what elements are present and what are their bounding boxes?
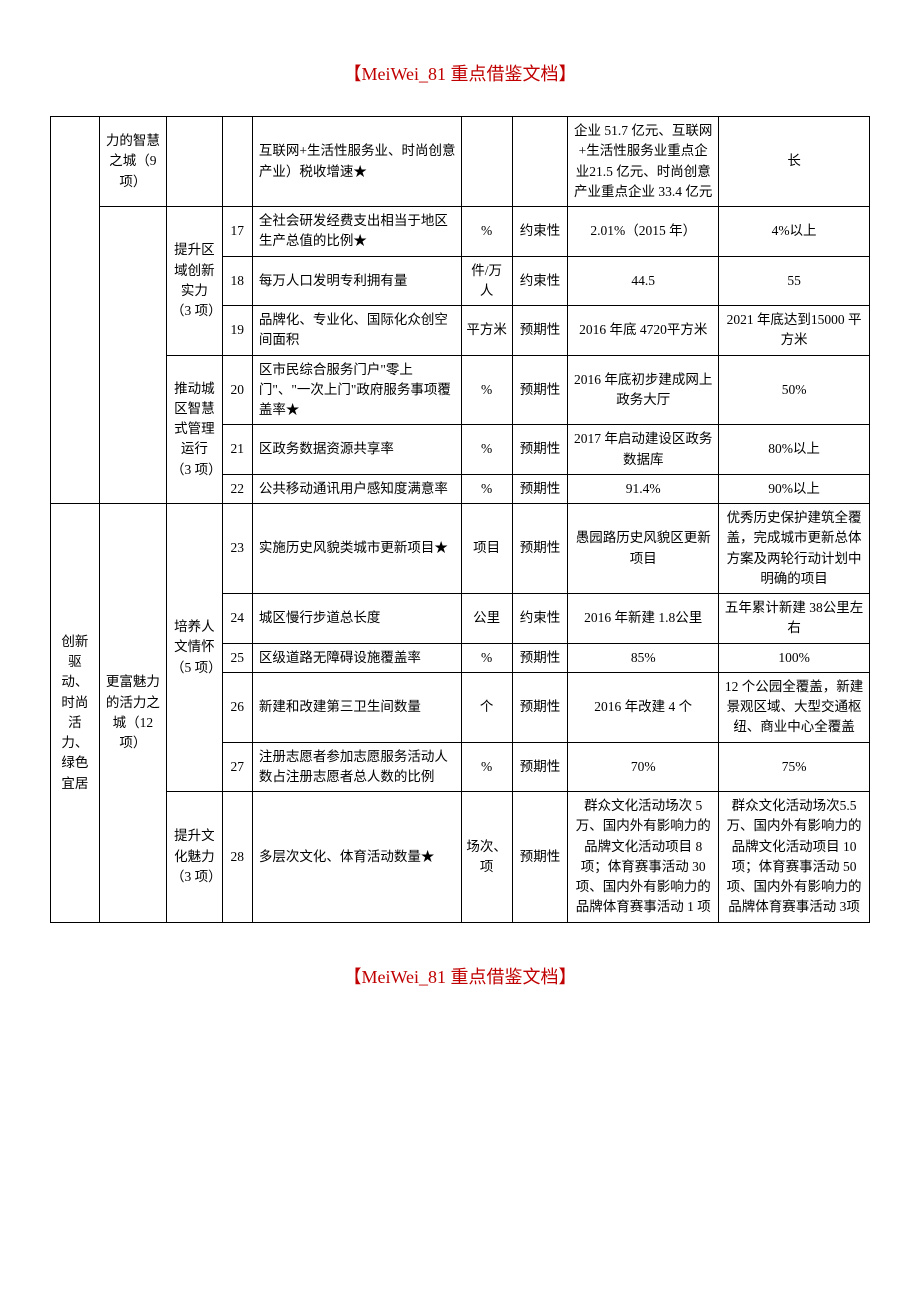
attr-cell: 预期性 xyxy=(512,504,568,594)
base-cell: 91.4% xyxy=(568,474,719,503)
target-cell: 90%以上 xyxy=(719,474,870,503)
table-row: 创新驱动、时尚活力、绿色宜居 更富魅力的活力之城（12 项） 培养人文情怀（5 … xyxy=(51,504,870,594)
attr-cell: 预期性 xyxy=(512,643,568,672)
base-cell: 70% xyxy=(568,742,719,792)
unit-cell: 平方米 xyxy=(461,306,512,356)
attr-cell: 预期性 xyxy=(512,792,568,923)
indicator-cell: 多层次文化、体育活动数量★ xyxy=(252,792,461,923)
target-cell: 4%以上 xyxy=(719,207,870,257)
base-cell: 企业 51.7 亿元、互联网+生活性服务业重点企业21.5 亿元、时尚创意产业重… xyxy=(568,117,719,207)
attr-cell: 预期性 xyxy=(512,355,568,425)
indicator-cell: 每万人口发明专利拥有量 xyxy=(252,256,461,306)
indicator-cell: 品牌化、专业化、国际化众创空间面积 xyxy=(252,306,461,356)
num-cell xyxy=(222,117,252,207)
base-cell: 2016 年底初步建成网上政务大厅 xyxy=(568,355,719,425)
unit-cell: % xyxy=(461,474,512,503)
table-row: 提升区域创新实力（3 项） 17 全社会研发经费支出相当于地区生产总值的比例★ … xyxy=(51,207,870,257)
indicator-cell: 新建和改建第三卫生间数量 xyxy=(252,672,461,742)
cat2-cell-cont xyxy=(99,207,166,504)
target-cell: 75% xyxy=(719,742,870,792)
attr-cell: 约束性 xyxy=(512,207,568,257)
section-cell: 推动城区智慧式管理运行（3 项） xyxy=(167,355,223,504)
num-cell: 26 xyxy=(222,672,252,742)
indicator-cell: 区政务数据资源共享率 xyxy=(252,425,461,475)
base-cell: 2.01%（2015 年） xyxy=(568,207,719,257)
base-cell: 2016 年改建 4 个 xyxy=(568,672,719,742)
unit-cell: % xyxy=(461,425,512,475)
table-row: 提升文化魅力（3 项） 28 多层次文化、体育活动数量★ 场次、项 预期性 群众… xyxy=(51,792,870,923)
cat1-cell: 创新驱动、时尚活力、绿色宜居 xyxy=(51,504,100,923)
unit-cell: 件/万人 xyxy=(461,256,512,306)
indicator-cell: 注册志愿者参加志愿服务活动人数占注册志愿者总人数的比例 xyxy=(252,742,461,792)
num-cell: 28 xyxy=(222,792,252,923)
cat2-cell: 更富魅力的活力之城（12 项） xyxy=(99,504,166,923)
indicator-cell: 区级道路无障碍设施覆盖率 xyxy=(252,643,461,672)
attr-cell: 预期性 xyxy=(512,306,568,356)
unit-cell: % xyxy=(461,207,512,257)
unit-cell: 公里 xyxy=(461,594,512,644)
attr-cell xyxy=(512,117,568,207)
indicator-cell: 实施历史风貌类城市更新项目★ xyxy=(252,504,461,594)
attr-cell: 预期性 xyxy=(512,474,568,503)
unit-cell: % xyxy=(461,742,512,792)
target-cell: 长 xyxy=(719,117,870,207)
indicator-cell: 公共移动通讯用户感知度满意率 xyxy=(252,474,461,503)
cat1-cell xyxy=(51,117,100,504)
unit-cell: 场次、项 xyxy=(461,792,512,923)
attr-cell: 约束性 xyxy=(512,594,568,644)
indicators-table: 力的智慧之城（9 项） 互联网+生活性服务业、时尚创意产业）税收增速★ 企业 5… xyxy=(50,116,870,923)
target-cell: 2021 年底达到15000 平方米 xyxy=(719,306,870,356)
table-row: 推动城区智慧式管理运行（3 项） 20 区市民综合服务门户"零上门"、"一次上门… xyxy=(51,355,870,425)
num-cell: 23 xyxy=(222,504,252,594)
section-cell: 提升区域创新实力（3 项） xyxy=(167,207,223,356)
attr-cell: 预期性 xyxy=(512,672,568,742)
num-cell: 24 xyxy=(222,594,252,644)
unit-cell: 个 xyxy=(461,672,512,742)
indicator-cell: 互联网+生活性服务业、时尚创意产业）税收增速★ xyxy=(252,117,461,207)
unit-cell: 项目 xyxy=(461,504,512,594)
indicator-cell: 城区慢行步道总长度 xyxy=(252,594,461,644)
base-cell: 2017 年启动建设区政务数据库 xyxy=(568,425,719,475)
target-cell: 100% xyxy=(719,643,870,672)
num-cell: 18 xyxy=(222,256,252,306)
num-cell: 21 xyxy=(222,425,252,475)
indicator-cell: 全社会研发经费支出相当于地区生产总值的比例★ xyxy=(252,207,461,257)
target-cell: 80%以上 xyxy=(719,425,870,475)
base-cell: 群众文化活动场次 5 万、国内外有影响力的品牌文化活动项目 8 项；体育赛事活动… xyxy=(568,792,719,923)
base-cell: 85% xyxy=(568,643,719,672)
base-cell: 2016 年底 4720平方米 xyxy=(568,306,719,356)
unit-cell xyxy=(461,117,512,207)
target-cell: 50% xyxy=(719,355,870,425)
base-cell: 44.5 xyxy=(568,256,719,306)
unit-cell: % xyxy=(461,643,512,672)
page-footer: 【MeiWei_81 重点借鉴文档】 xyxy=(50,963,870,989)
base-cell: 2016 年新建 1.8公里 xyxy=(568,594,719,644)
table-row: 力的智慧之城（9 项） 互联网+生活性服务业、时尚创意产业）税收增速★ 企业 5… xyxy=(51,117,870,207)
target-cell: 群众文化活动场次5.5 万、国内外有影响力的品牌文化活动项目 10 项；体育赛事… xyxy=(719,792,870,923)
num-cell: 27 xyxy=(222,742,252,792)
section-cell xyxy=(167,117,223,207)
indicator-cell: 区市民综合服务门户"零上门"、"一次上门"政府服务事项覆盖率★ xyxy=(252,355,461,425)
attr-cell: 预期性 xyxy=(512,742,568,792)
base-cell: 愚园路历史风貌区更新项目 xyxy=(568,504,719,594)
target-cell: 优秀历史保护建筑全覆盖，完成城市更新总体方案及两轮行动计划中明确的项目 xyxy=(719,504,870,594)
num-cell: 17 xyxy=(222,207,252,257)
page-header: 【MeiWei_81 重点借鉴文档】 xyxy=(50,60,870,86)
num-cell: 20 xyxy=(222,355,252,425)
target-cell: 55 xyxy=(719,256,870,306)
target-cell: 五年累计新建 38公里左右 xyxy=(719,594,870,644)
num-cell: 22 xyxy=(222,474,252,503)
section-cell: 提升文化魅力（3 项） xyxy=(167,792,223,923)
attr-cell: 约束性 xyxy=(512,256,568,306)
unit-cell: % xyxy=(461,355,512,425)
num-cell: 25 xyxy=(222,643,252,672)
attr-cell: 预期性 xyxy=(512,425,568,475)
target-cell: 12 个公园全覆盖，新建景观区域、大型交通枢纽、商业中心全覆盖 xyxy=(719,672,870,742)
num-cell: 19 xyxy=(222,306,252,356)
section-cell: 培养人文情怀（5 项） xyxy=(167,504,223,792)
cat2-cell: 力的智慧之城（9 项） xyxy=(99,117,166,207)
